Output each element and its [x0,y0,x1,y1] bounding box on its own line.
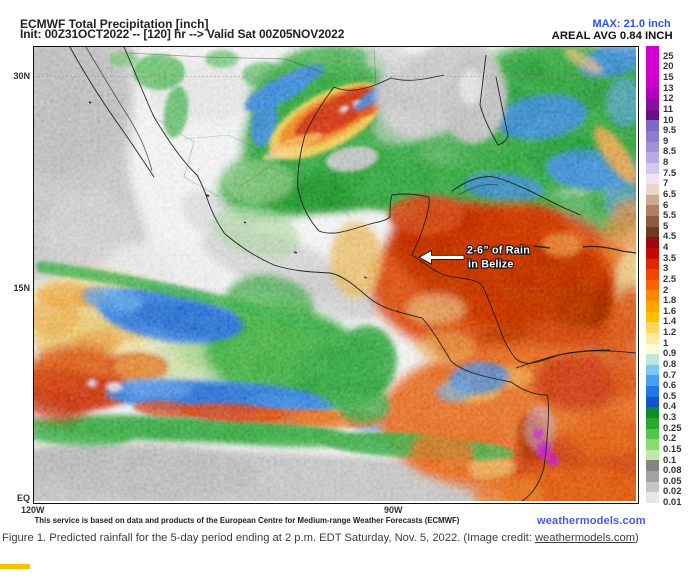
svg-text:in Belize: in Belize [468,259,514,271]
svg-text:2-6” of Rain: 2-6” of Rain [467,245,530,257]
